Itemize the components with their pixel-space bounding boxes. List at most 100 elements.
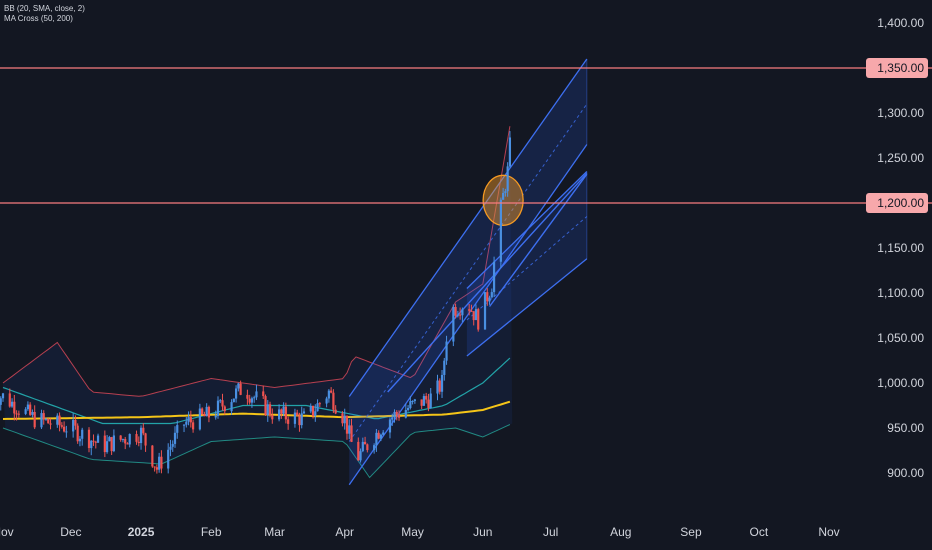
bb-legend-label[interactable]: BB (20, SMA, close, 2) [4, 4, 85, 13]
price-axis[interactable]: 1,400.00 1,350.00 1,300.00 1,250.00 1,200.00… [866, 16, 928, 480]
candle-body [76, 425, 79, 442]
candle-body [343, 415, 346, 424]
candle-body [341, 413, 344, 424]
candle-body [393, 411, 396, 418]
candle-body [492, 261, 496, 293]
candle-body [357, 441, 360, 461]
trend-line[interactable] [387, 172, 588, 393]
candle-body [78, 438, 82, 442]
trend-line[interactable] [488, 173, 588, 307]
candle-body [112, 435, 115, 452]
time-axis[interactable]: Nov Dec 2025 Feb Mar Apr May Jun Jul Aug Sep Oct Nov [0, 525, 840, 539]
candle-body [284, 406, 287, 420]
candle-body [63, 426, 66, 432]
candle-body [10, 401, 14, 407]
candle-body [488, 297, 491, 302]
candle-body [47, 418, 50, 424]
candle-body [264, 396, 267, 415]
candle-body [262, 391, 265, 397]
candle-body [456, 314, 459, 316]
candle-body [65, 431, 68, 433]
candle-body [379, 434, 383, 439]
time-tick-label: Aug [610, 525, 631, 539]
candle-body [182, 424, 186, 426]
levels-layer[interactable] [0, 67, 932, 204]
candle-body [318, 403, 321, 405]
candle-body [361, 441, 364, 452]
candle-body [391, 417, 394, 420]
candle-body [8, 393, 11, 407]
candle-body [280, 409, 283, 414]
parallel-channel-upper-line[interactable] [466, 171, 588, 289]
price-tick-label: 1,400.00 [877, 16, 924, 30]
time-tick-label: Apr [335, 525, 354, 539]
time-tick-label: May [401, 525, 424, 539]
candle-body [230, 402, 233, 412]
candle-body [198, 408, 201, 430]
regression-channel-upper-line[interactable] [348, 58, 588, 397]
candle-body [81, 429, 84, 439]
candle-body [296, 412, 299, 416]
candle-body [363, 441, 367, 445]
candle-body [502, 192, 505, 200]
candle-body [474, 309, 478, 321]
ma-cross-legend-label[interactable]: MA Cross (50, 200) [4, 14, 73, 23]
candle-body [427, 399, 430, 409]
bollinger-band-fill [3, 126, 513, 476]
candle-body [298, 415, 301, 426]
candle-body [345, 415, 349, 434]
candle-body [160, 456, 163, 469]
candle-body [128, 434, 131, 445]
regression-channel-lower-line[interactable] [348, 144, 588, 486]
time-tick-label: Jul [543, 525, 558, 539]
candle-body [203, 413, 206, 417]
candle-body [334, 409, 337, 414]
candle-body [124, 439, 127, 444]
candle-body [302, 411, 306, 414]
candle-body [266, 404, 269, 415]
candle-body [253, 397, 256, 399]
level-price-tag[interactable] [866, 193, 928, 213]
candle-body [144, 433, 147, 446]
candle-body [239, 383, 242, 395]
candle-body [504, 191, 507, 193]
candle-body [445, 341, 448, 361]
time-tick-label: Mar [264, 525, 285, 539]
candle-body [56, 415, 59, 425]
price-tick-label: 1,300.00 [877, 106, 924, 120]
candle-body [44, 418, 48, 420]
price-tick-label: 900.00 [887, 466, 924, 480]
candle-body [438, 380, 441, 392]
time-tick-label: Sep [680, 525, 702, 539]
candle-body [406, 408, 410, 410]
candle-body [110, 437, 113, 452]
candle-body [454, 306, 457, 316]
candle-body [60, 425, 63, 427]
candle-body [49, 423, 52, 425]
candle-body [108, 437, 111, 442]
candle-body [24, 409, 27, 414]
candle-body [31, 411, 34, 415]
candle-body [468, 309, 471, 311]
level-price-tag[interactable] [866, 58, 928, 78]
candle-body [350, 425, 353, 442]
candle-body [15, 413, 18, 415]
candle-body [404, 409, 407, 418]
drawing-layer[interactable] [348, 58, 588, 486]
candle-body [40, 413, 43, 428]
candle-body [425, 396, 428, 400]
candle-body [105, 441, 109, 453]
ma-slow-line [2, 400, 511, 420]
candle-body [201, 408, 204, 414]
time-tick-label: Nov [818, 525, 839, 539]
time-tick-label: Nov [0, 525, 14, 539]
candle-body [167, 449, 170, 469]
time-tick-label: 2025 [128, 525, 155, 539]
parallel-channel-lower-line[interactable] [466, 258, 588, 357]
candle-body [373, 445, 376, 451]
highlight-circle[interactable] [482, 174, 524, 226]
candle-body [330, 390, 333, 393]
candle-body [151, 445, 154, 467]
candle-body [470, 310, 473, 312]
